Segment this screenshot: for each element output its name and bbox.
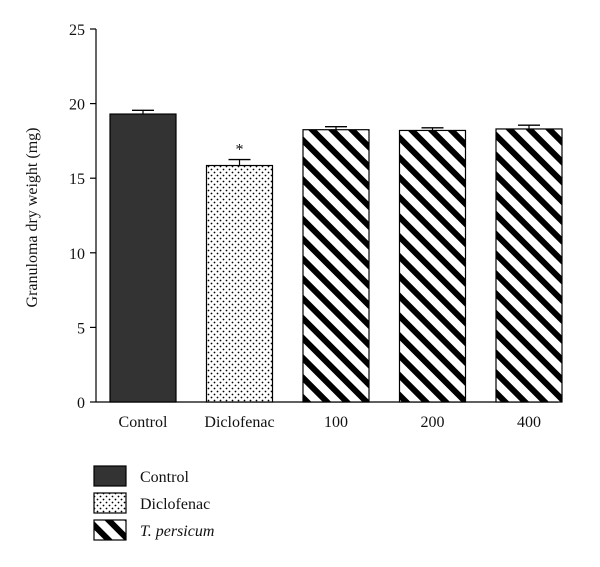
y-tick-label: 0 — [77, 395, 85, 412]
legend-swatch-dots — [93, 492, 127, 514]
legend-swatch-stripes — [93, 519, 127, 541]
x-tick-label: 200 — [421, 414, 445, 431]
legend: Control Diclofenac T. persicum — [93, 465, 214, 541]
legend-swatch-solid — [93, 465, 127, 487]
y-tick-label: 15 — [69, 171, 85, 188]
bar-400 — [495, 128, 563, 403]
x-tick-label: 100 — [324, 414, 348, 431]
x-tick-label: Diclofenac — [204, 414, 274, 431]
y-tick-label: 10 — [69, 246, 85, 263]
y-tick-label: 5 — [77, 320, 85, 337]
bar-control — [109, 113, 177, 403]
x-tick-label: 400 — [517, 414, 541, 431]
y-tick-label: 25 — [69, 22, 85, 39]
legend-label: T. persicum — [140, 523, 214, 540]
bar-200 — [398, 129, 467, 403]
legend-label: Diclofenac — [140, 496, 210, 513]
y-tick-label: 20 — [69, 97, 85, 114]
labels: 0 5 10 15 20 25 Granuloma dry weight (mg) Contr… — [24, 22, 541, 431]
bars — [109, 109, 563, 403]
y-axis-label: Granuloma dry weight (mg) — [24, 128, 41, 308]
x-tick-label: Control — [119, 414, 168, 431]
bar-diclofenac — [205, 164, 274, 403]
bar-100 — [302, 129, 370, 403]
legend-label: Control — [140, 469, 189, 486]
significance-annotation: * — [236, 142, 244, 159]
